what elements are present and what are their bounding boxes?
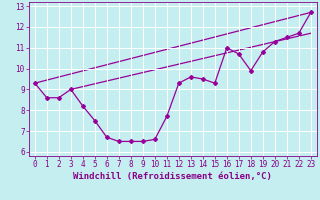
X-axis label: Windchill (Refroidissement éolien,°C): Windchill (Refroidissement éolien,°C) bbox=[73, 172, 272, 181]
